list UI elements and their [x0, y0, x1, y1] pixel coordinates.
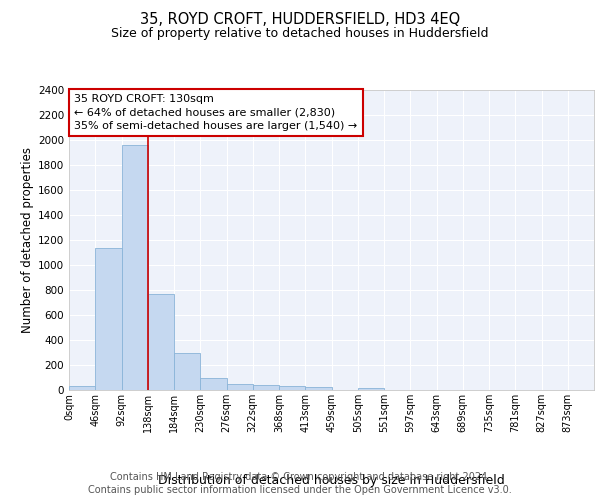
Y-axis label: Number of detached properties: Number of detached properties — [21, 147, 34, 333]
Bar — [148, 294, 174, 390]
Text: 35, ROYD CROFT, HUDDERSFIELD, HD3 4EQ: 35, ROYD CROFT, HUDDERSFIELD, HD3 4EQ — [140, 12, 460, 28]
Text: Contains HM Land Registry data © Crown copyright and database right 2024.
Contai: Contains HM Land Registry data © Crown c… — [88, 472, 512, 495]
Bar — [279, 386, 305, 390]
Bar — [174, 352, 200, 390]
X-axis label: Distribution of detached houses by size in Huddersfield: Distribution of detached houses by size … — [158, 474, 505, 487]
Bar — [121, 145, 148, 390]
Bar — [358, 388, 384, 390]
Bar — [95, 248, 121, 390]
Bar — [227, 384, 253, 390]
Text: Size of property relative to detached houses in Huddersfield: Size of property relative to detached ho… — [111, 28, 489, 40]
Bar — [69, 386, 95, 390]
Bar — [305, 387, 331, 390]
Bar — [253, 385, 279, 390]
Text: 35 ROYD CROFT: 130sqm
← 64% of detached houses are smaller (2,830)
35% of semi-d: 35 ROYD CROFT: 130sqm ← 64% of detached … — [74, 94, 358, 131]
Bar — [200, 378, 227, 390]
